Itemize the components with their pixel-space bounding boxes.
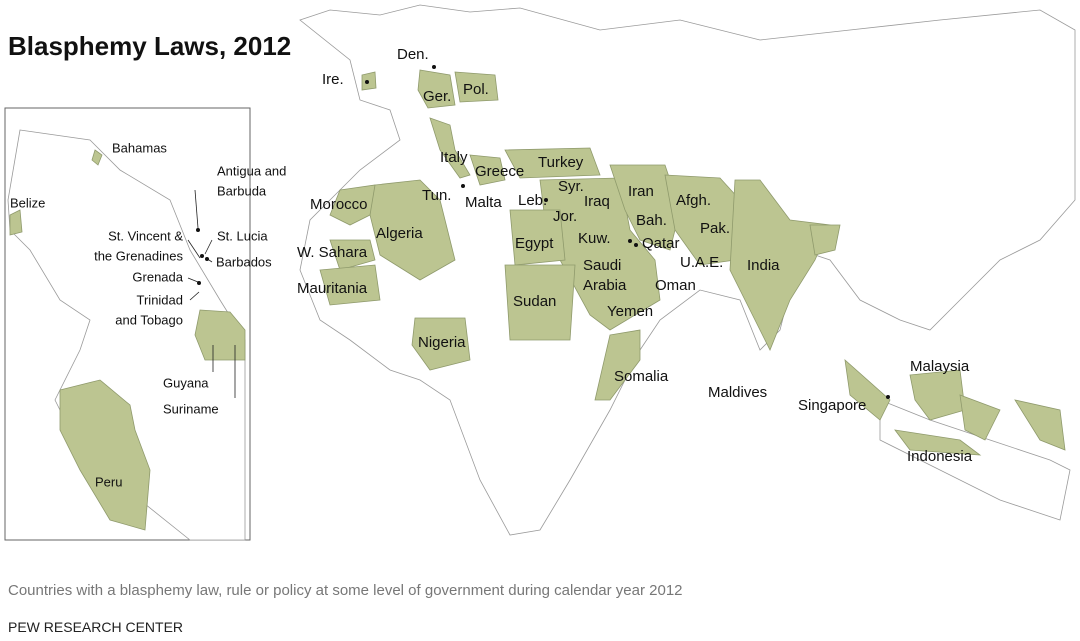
inset-labels: Bahamas Antigua and Barbuda Belize St. Vince… [10,140,286,489]
country-label: Syr. [558,178,584,195]
country-label: Antigua and [217,163,286,178]
country-label: Malta [465,194,502,211]
country-label: Grenada [132,269,183,284]
country-label: Tun. [422,187,451,204]
country-label: St. Lucia [217,228,268,243]
country-label: Mauritania [297,280,368,297]
country-label: Algeria [376,225,423,242]
country-label: Qatar [642,235,680,252]
leaders [187,65,890,399]
country-label: Ger. [423,88,451,105]
caption: Countries with a blasphemy law, rule or … [8,582,683,599]
country-label: Suriname [163,401,219,416]
country-label: Iraq [584,193,610,210]
highlighted-countries [9,69,1066,531]
country-label: Maldives [708,384,767,401]
country-label: Greece [475,163,524,180]
country-label: Den. [397,46,429,63]
country-label: Trinidad [137,292,183,307]
country-label: Arabia [583,277,627,294]
country-label: Barbados [216,254,272,269]
country-label: Afgh. [676,192,711,209]
country-label: Nigeria [418,334,466,351]
country-label: Peru [95,474,122,489]
country-label: Italy [440,149,468,166]
country-label: Guyana [163,375,209,390]
country-label: Egypt [515,235,554,252]
country-label: and Tobago [115,312,183,327]
country-label: Sudan [513,293,556,310]
title: Blasphemy Laws, 2012 [8,31,291,61]
country-label: Leb. [518,192,547,209]
country-label: Indonesia [907,448,973,465]
country-label: Turkey [538,154,584,171]
country-label: Jor. [553,208,577,225]
country-label: Yemen [607,303,653,320]
country-label: Pol. [463,81,489,98]
country-label: St. Vincent & [108,228,183,243]
country-label: Bah. [636,212,667,229]
country-label: Belize [10,195,45,210]
country-label: Iran [628,183,654,200]
country-label: Somalia [614,368,669,385]
country-label: Barbuda [217,183,267,198]
country-label: Malaysia [910,358,970,375]
country-label: Morocco [310,196,368,213]
country-label: Saudi [583,257,621,274]
country-label: Ire. [322,71,344,88]
country-label: the Grenadines [94,248,183,263]
main-labels: Den. Ire. Ger. Pol. Italy Greece Turkey Tun. Mal… [297,46,973,465]
country-label: W. Sahara [297,244,368,261]
country-label: Pak. [700,220,730,237]
country-label: Oman [655,277,696,294]
country-label: Singapore [798,397,866,414]
source: PEW RESEARCH CENTER [8,619,183,635]
country-label: U.A.E. [680,254,723,271]
country-label: India [747,257,780,274]
country-label: Bahamas [112,140,167,155]
country-label: Kuw. [578,230,611,247]
